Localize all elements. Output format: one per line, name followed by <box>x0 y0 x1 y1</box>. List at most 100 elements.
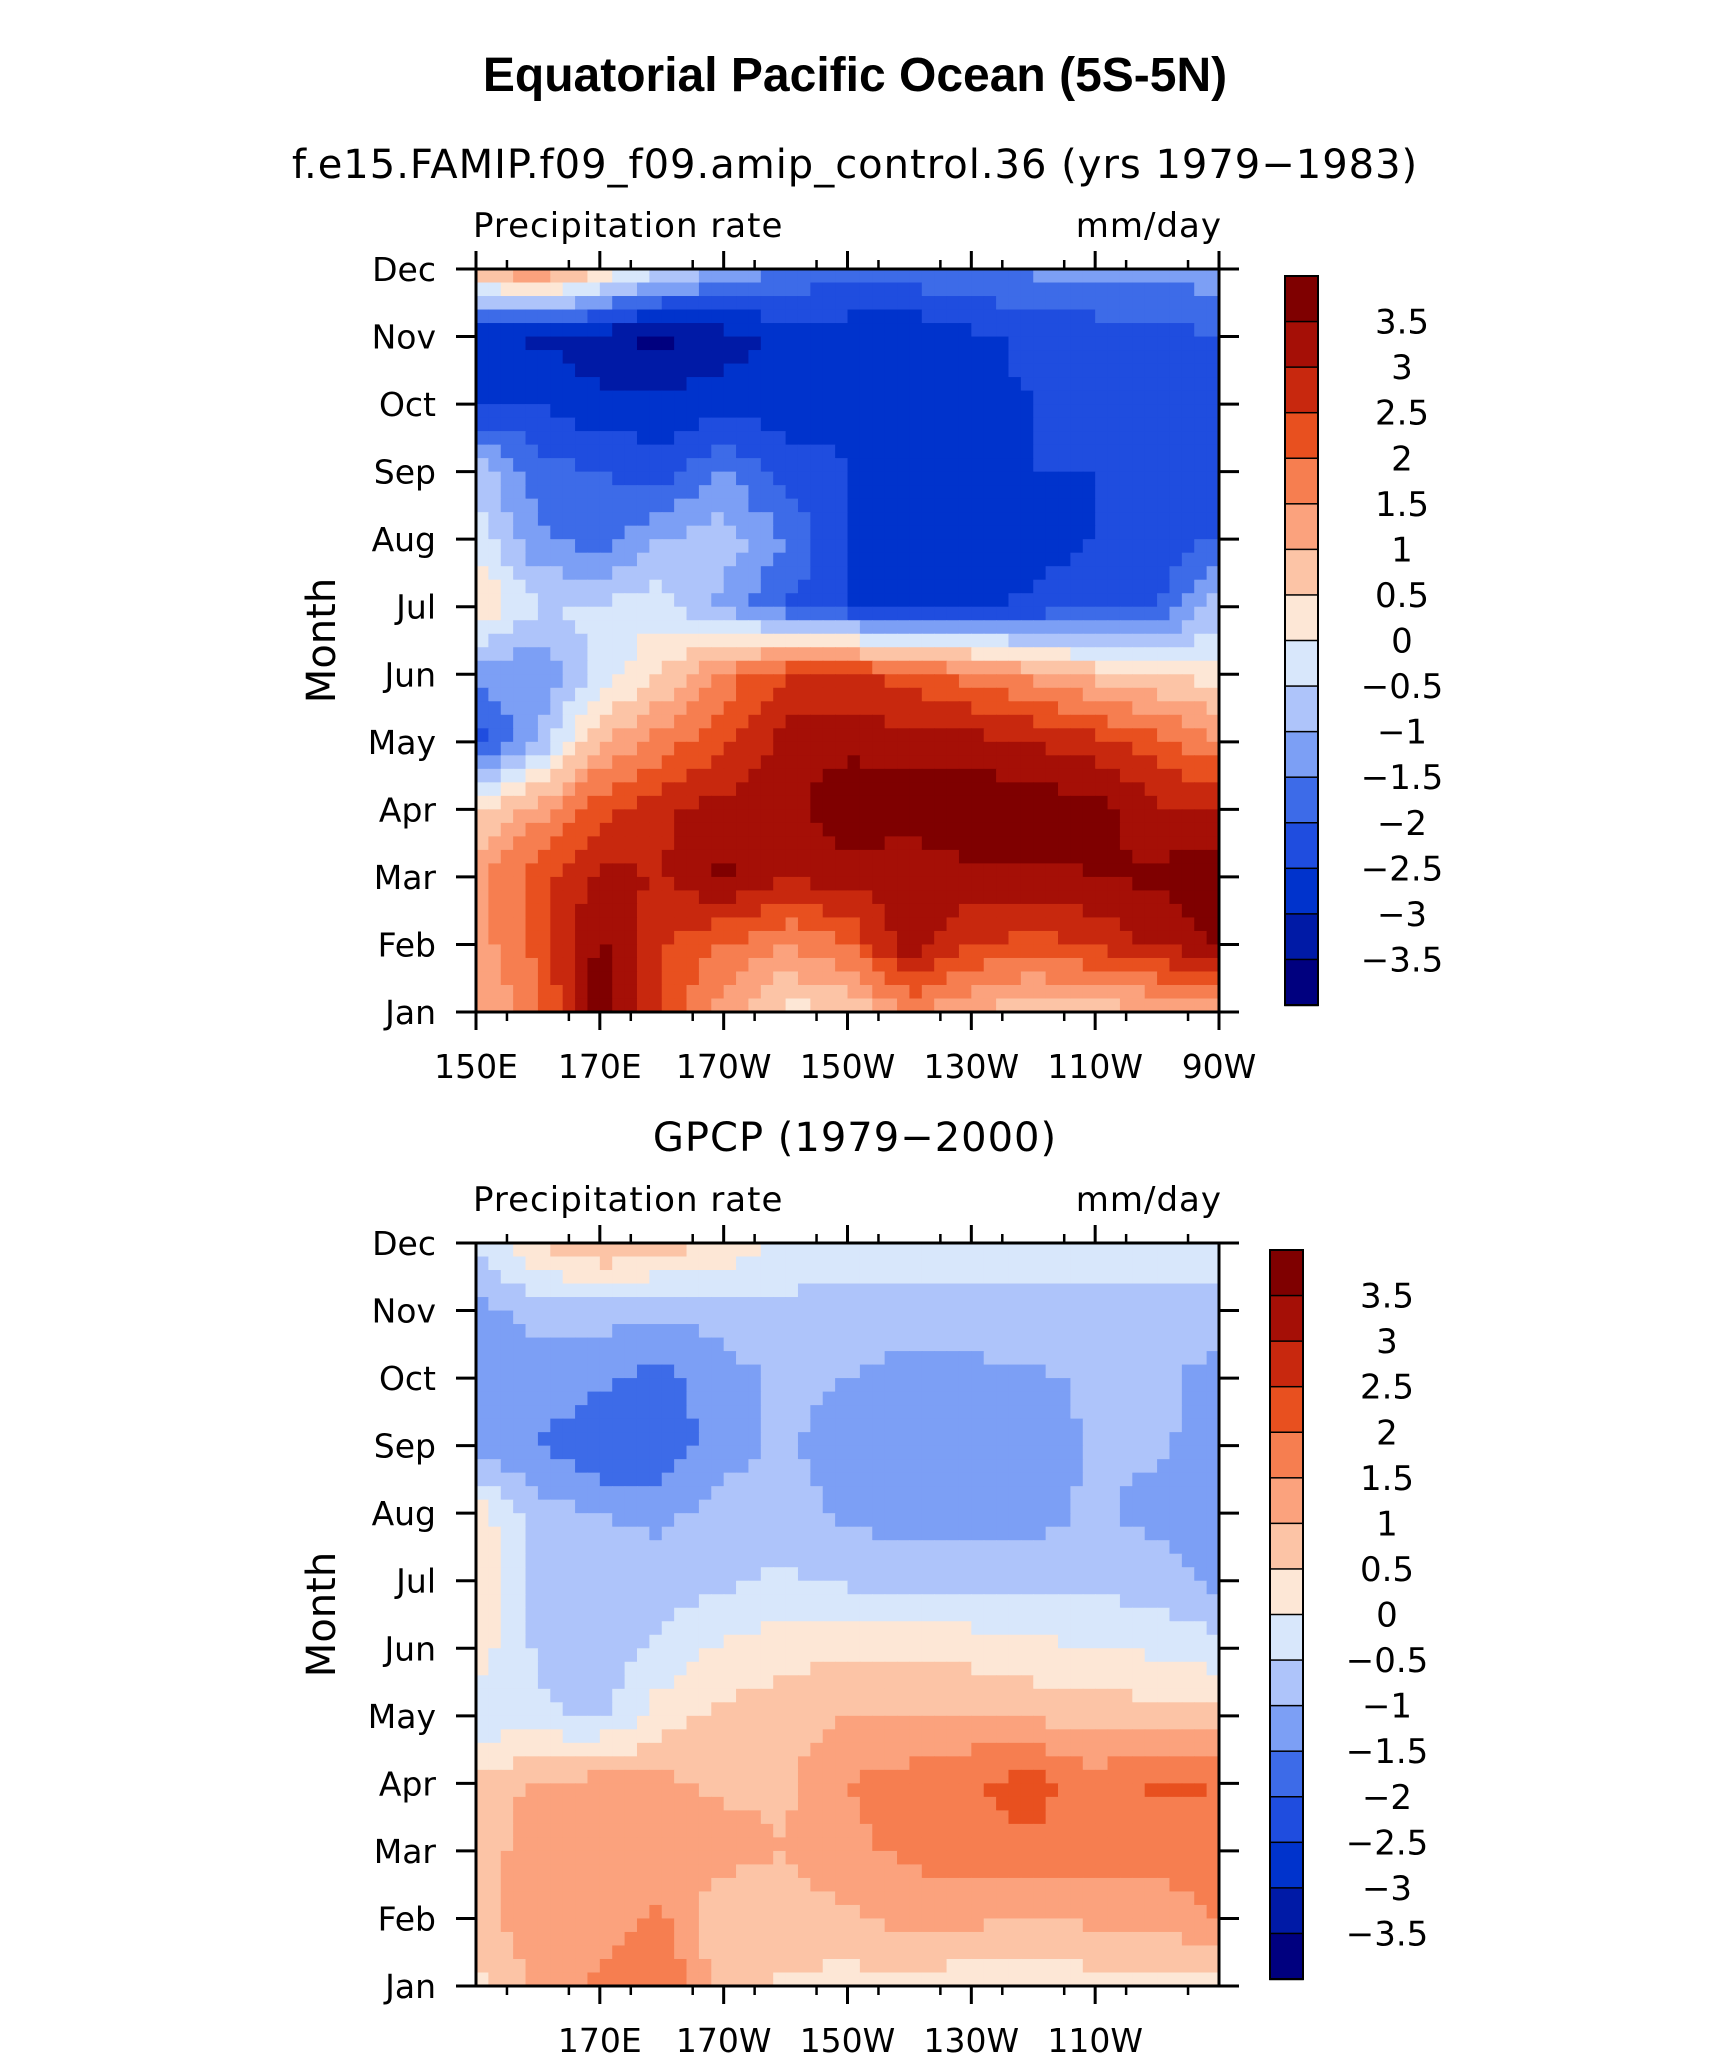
contour-cell <box>773 1324 787 1339</box>
colorbar-box <box>1284 548 1319 597</box>
contour-cell <box>760 1256 774 1271</box>
contour-cell <box>1181 1378 1195 1393</box>
contour-cell <box>760 701 774 716</box>
contour-cell <box>934 701 948 716</box>
contour-cell <box>1045 890 1059 905</box>
contour-cell <box>1020 309 1034 324</box>
contour-cell <box>1095 1351 1109 1366</box>
contour-cell <box>909 1432 923 1447</box>
contour-cell <box>1095 1337 1109 1352</box>
contour-cell <box>698 471 712 486</box>
contour-cell <box>599 633 613 648</box>
contour-cell <box>476 714 489 729</box>
contour-cell <box>636 485 650 500</box>
contour-cell <box>612 417 626 432</box>
contour-cell <box>1020 917 1034 932</box>
contour-cell <box>958 1243 972 1258</box>
contour-cell <box>760 1459 774 1474</box>
contour-cell <box>1095 849 1109 864</box>
contour-cell <box>736 377 750 392</box>
contour-cell <box>797 350 811 365</box>
contour-cell <box>1033 525 1047 540</box>
contour-cell <box>946 350 960 365</box>
contour-cell <box>661 1553 675 1568</box>
contour-cell <box>909 1526 923 1541</box>
contour-cell <box>822 728 836 743</box>
contour-cell <box>550 1553 564 1568</box>
contour-cell <box>674 660 688 675</box>
contour-cell <box>1045 849 1059 864</box>
contour-cell <box>1119 1337 1133 1352</box>
contour-cell <box>1082 1567 1096 1582</box>
contour-cell <box>971 674 985 689</box>
contour-cell <box>785 647 799 662</box>
contour-cell <box>909 903 923 919</box>
contour-cell <box>723 903 737 919</box>
contour-cell <box>1045 444 1059 459</box>
contour-cell <box>599 984 613 1000</box>
contour-cell <box>1033 458 1047 473</box>
contour-cell <box>1070 768 1084 783</box>
contour-cell <box>1144 633 1158 648</box>
contour-cell <box>513 836 527 851</box>
contour-cell <box>698 350 712 365</box>
contour-cell <box>1169 728 1183 743</box>
contour-cell <box>537 728 551 743</box>
contour-cell <box>1194 755 1208 770</box>
contour-cell <box>1132 1378 1146 1393</box>
contour-cell <box>921 984 935 1000</box>
contour-cell <box>835 552 849 567</box>
contour-cell <box>884 498 898 513</box>
contour-cell <box>797 1351 811 1366</box>
contour-cell <box>476 1337 489 1352</box>
contour-cell <box>884 1283 898 1298</box>
contour-cell <box>1045 377 1059 392</box>
colorbar: 3.532.521.510.50−0.5−1−1.5−2−2.5−3−3.5 <box>1284 275 1443 1007</box>
contour-cell <box>810 417 824 432</box>
contour-cell <box>636 674 650 689</box>
contour-cell <box>897 917 911 932</box>
contour-cell <box>525 795 539 810</box>
contour-cell <box>612 1472 626 1487</box>
contour-cell <box>971 1256 985 1271</box>
contour-cell <box>698 998 712 1013</box>
contour-cell <box>847 741 861 756</box>
contour-cell <box>1082 971 1096 986</box>
contour-cell <box>983 620 997 635</box>
contour-cell <box>1169 1405 1183 1420</box>
contour-cell <box>810 863 824 878</box>
contour-cell <box>934 741 948 756</box>
contour-cell <box>1020 377 1034 392</box>
contour-cell <box>1095 1553 1109 1568</box>
contour-cell <box>773 1499 787 1514</box>
contour-cell <box>1132 822 1146 837</box>
contour-cell <box>1119 498 1133 513</box>
contour-cell <box>575 620 589 635</box>
contour-cell <box>1119 552 1133 567</box>
contour-cell <box>748 1445 762 1460</box>
contour-cell <box>1119 1486 1133 1501</box>
contour-cell <box>674 1540 688 1555</box>
contour-cell <box>1132 552 1146 567</box>
contour-cell <box>810 647 824 662</box>
contour-cell <box>500 566 514 581</box>
contour-cell <box>1045 404 1059 419</box>
contour-cell <box>1033 836 1047 851</box>
contour-cell <box>884 1243 898 1258</box>
contour-cell <box>1181 1432 1195 1447</box>
contour-cell <box>1107 296 1121 311</box>
contour-cell <box>884 444 898 459</box>
contour-cell <box>661 620 675 635</box>
contour-cell <box>612 822 626 837</box>
contour-cell <box>748 309 762 324</box>
contour-cell <box>810 1418 824 1433</box>
contour-cell <box>525 1445 539 1460</box>
contour-cell <box>525 1499 539 1514</box>
contour-cell <box>810 1432 824 1447</box>
contour-cell <box>661 1432 675 1447</box>
contour-cell <box>550 1256 564 1271</box>
contour-cell <box>859 768 873 783</box>
contour-cell <box>599 971 613 986</box>
contour-cell <box>698 1445 712 1460</box>
contour-cell <box>872 809 886 824</box>
